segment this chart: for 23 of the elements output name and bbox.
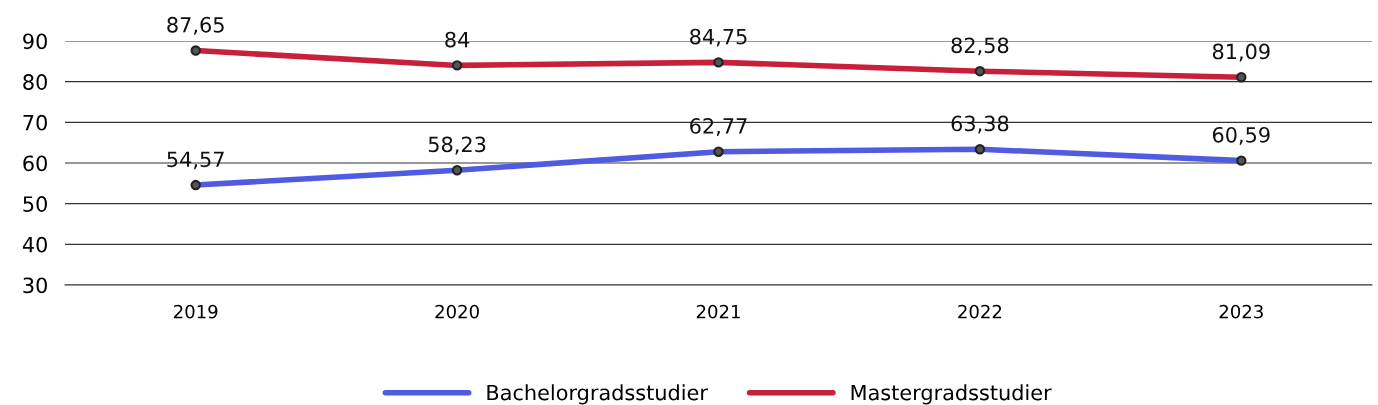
data-label: 87,65 bbox=[167, 16, 224, 35]
data-label: 54,57 bbox=[167, 151, 224, 170]
x-tick-label: 2020 bbox=[435, 304, 479, 319]
x-tick-label: 2019 bbox=[174, 304, 218, 319]
data-label: 82,58 bbox=[951, 37, 1009, 56]
data-label: 62,77 bbox=[690, 118, 747, 136]
y-tick-label: 30 bbox=[23, 277, 47, 294]
legend-label: Mastergradsstudier bbox=[851, 384, 1052, 405]
data-label: 84 bbox=[445, 31, 470, 48]
data-label: 58,23 bbox=[428, 136, 486, 155]
y-tick-label: 40 bbox=[22, 236, 47, 253]
y-tick-label: 70 bbox=[23, 114, 47, 131]
data-label: 81,09 bbox=[1212, 43, 1270, 62]
y-tick-label: 50 bbox=[23, 196, 47, 212]
x-tick-label: 2022 bbox=[958, 304, 1002, 319]
data-label: 60,59 bbox=[1212, 126, 1270, 145]
x-tick-label: 2021 bbox=[696, 304, 740, 319]
y-tick-label: 80 bbox=[23, 74, 47, 90]
y-tick-label: 90 bbox=[23, 33, 47, 50]
legend-label: Bachelorgradsstudier bbox=[487, 384, 708, 405]
y-tick-label: 60 bbox=[23, 155, 47, 172]
x-tick-label: 2023 bbox=[1219, 304, 1263, 319]
data-label: 84,75 bbox=[690, 28, 747, 47]
